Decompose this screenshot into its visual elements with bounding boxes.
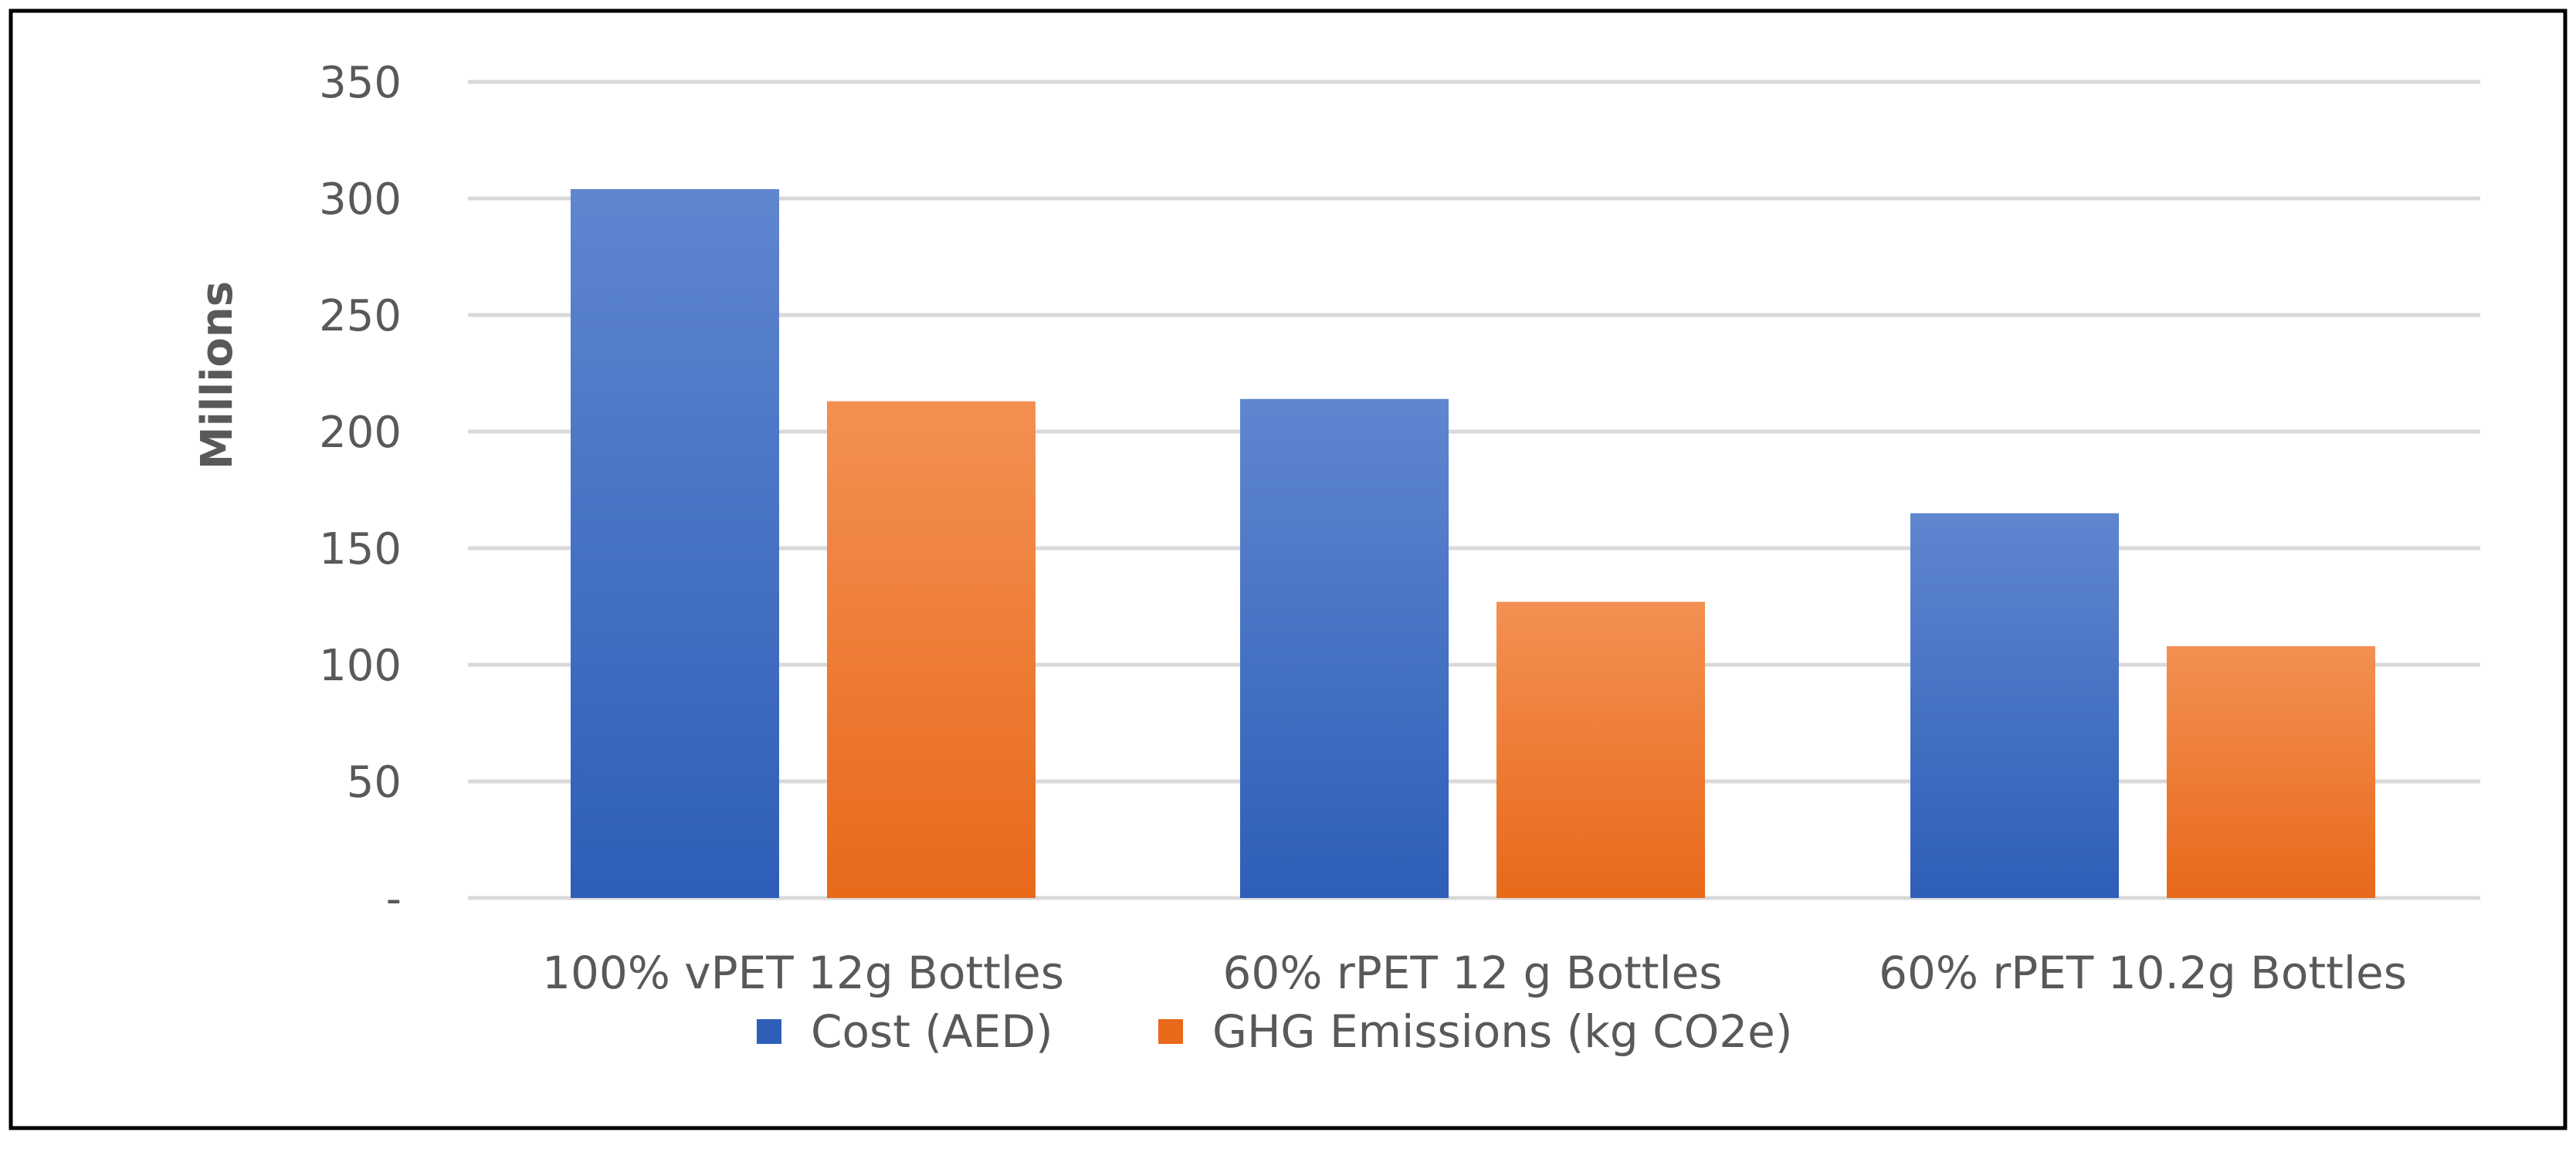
- bar-ghg-2: [1496, 601, 1705, 898]
- y-tick-label: 300: [319, 174, 402, 225]
- bar-cost-3: [1910, 513, 2119, 898]
- x-category-label: 100% vPET 12g Bottles: [542, 947, 1064, 999]
- bar-ghg-1: [827, 401, 1035, 898]
- y-tick-label: 200: [319, 408, 402, 458]
- y-tick-label: 250: [319, 291, 402, 341]
- y-tick-label: 50: [347, 757, 402, 808]
- bar-ghg-3: [2167, 645, 2375, 898]
- legend-swatch-ghg: [1158, 1019, 1183, 1044]
- bar-cost-1: [571, 188, 779, 899]
- y-tick-label: -: [386, 874, 402, 924]
- x-axis-categories: 100% vPET 12g Bottles 60% rPET 12 g Bottl…: [542, 947, 2407, 999]
- y-tick-label: 150: [319, 524, 402, 574]
- legend-swatch-cost: [757, 1019, 781, 1044]
- y-tick-label: 100: [319, 641, 402, 691]
- legend-label-cost: Cost (AED): [811, 1005, 1053, 1058]
- y-axis-ticks: - 50 100 150 200 250 300 350: [319, 58, 402, 924]
- bar-cost-2: [1240, 398, 1449, 898]
- legend-label-ghg: GHG Emissions (kg CO2e): [1212, 1005, 1792, 1058]
- y-tick-label: 350: [319, 58, 402, 108]
- x-category-label: 60% rPET 12 g Bottles: [1223, 947, 1723, 999]
- legend: Cost (AED) GHG Emissions (kg CO2e): [757, 1005, 1792, 1058]
- gridlines: [468, 80, 2480, 900]
- bars: [571, 188, 2375, 899]
- y-axis-title: Millions: [192, 281, 242, 469]
- x-category-label: 60% rPET 10.2g Bottles: [1879, 947, 2407, 999]
